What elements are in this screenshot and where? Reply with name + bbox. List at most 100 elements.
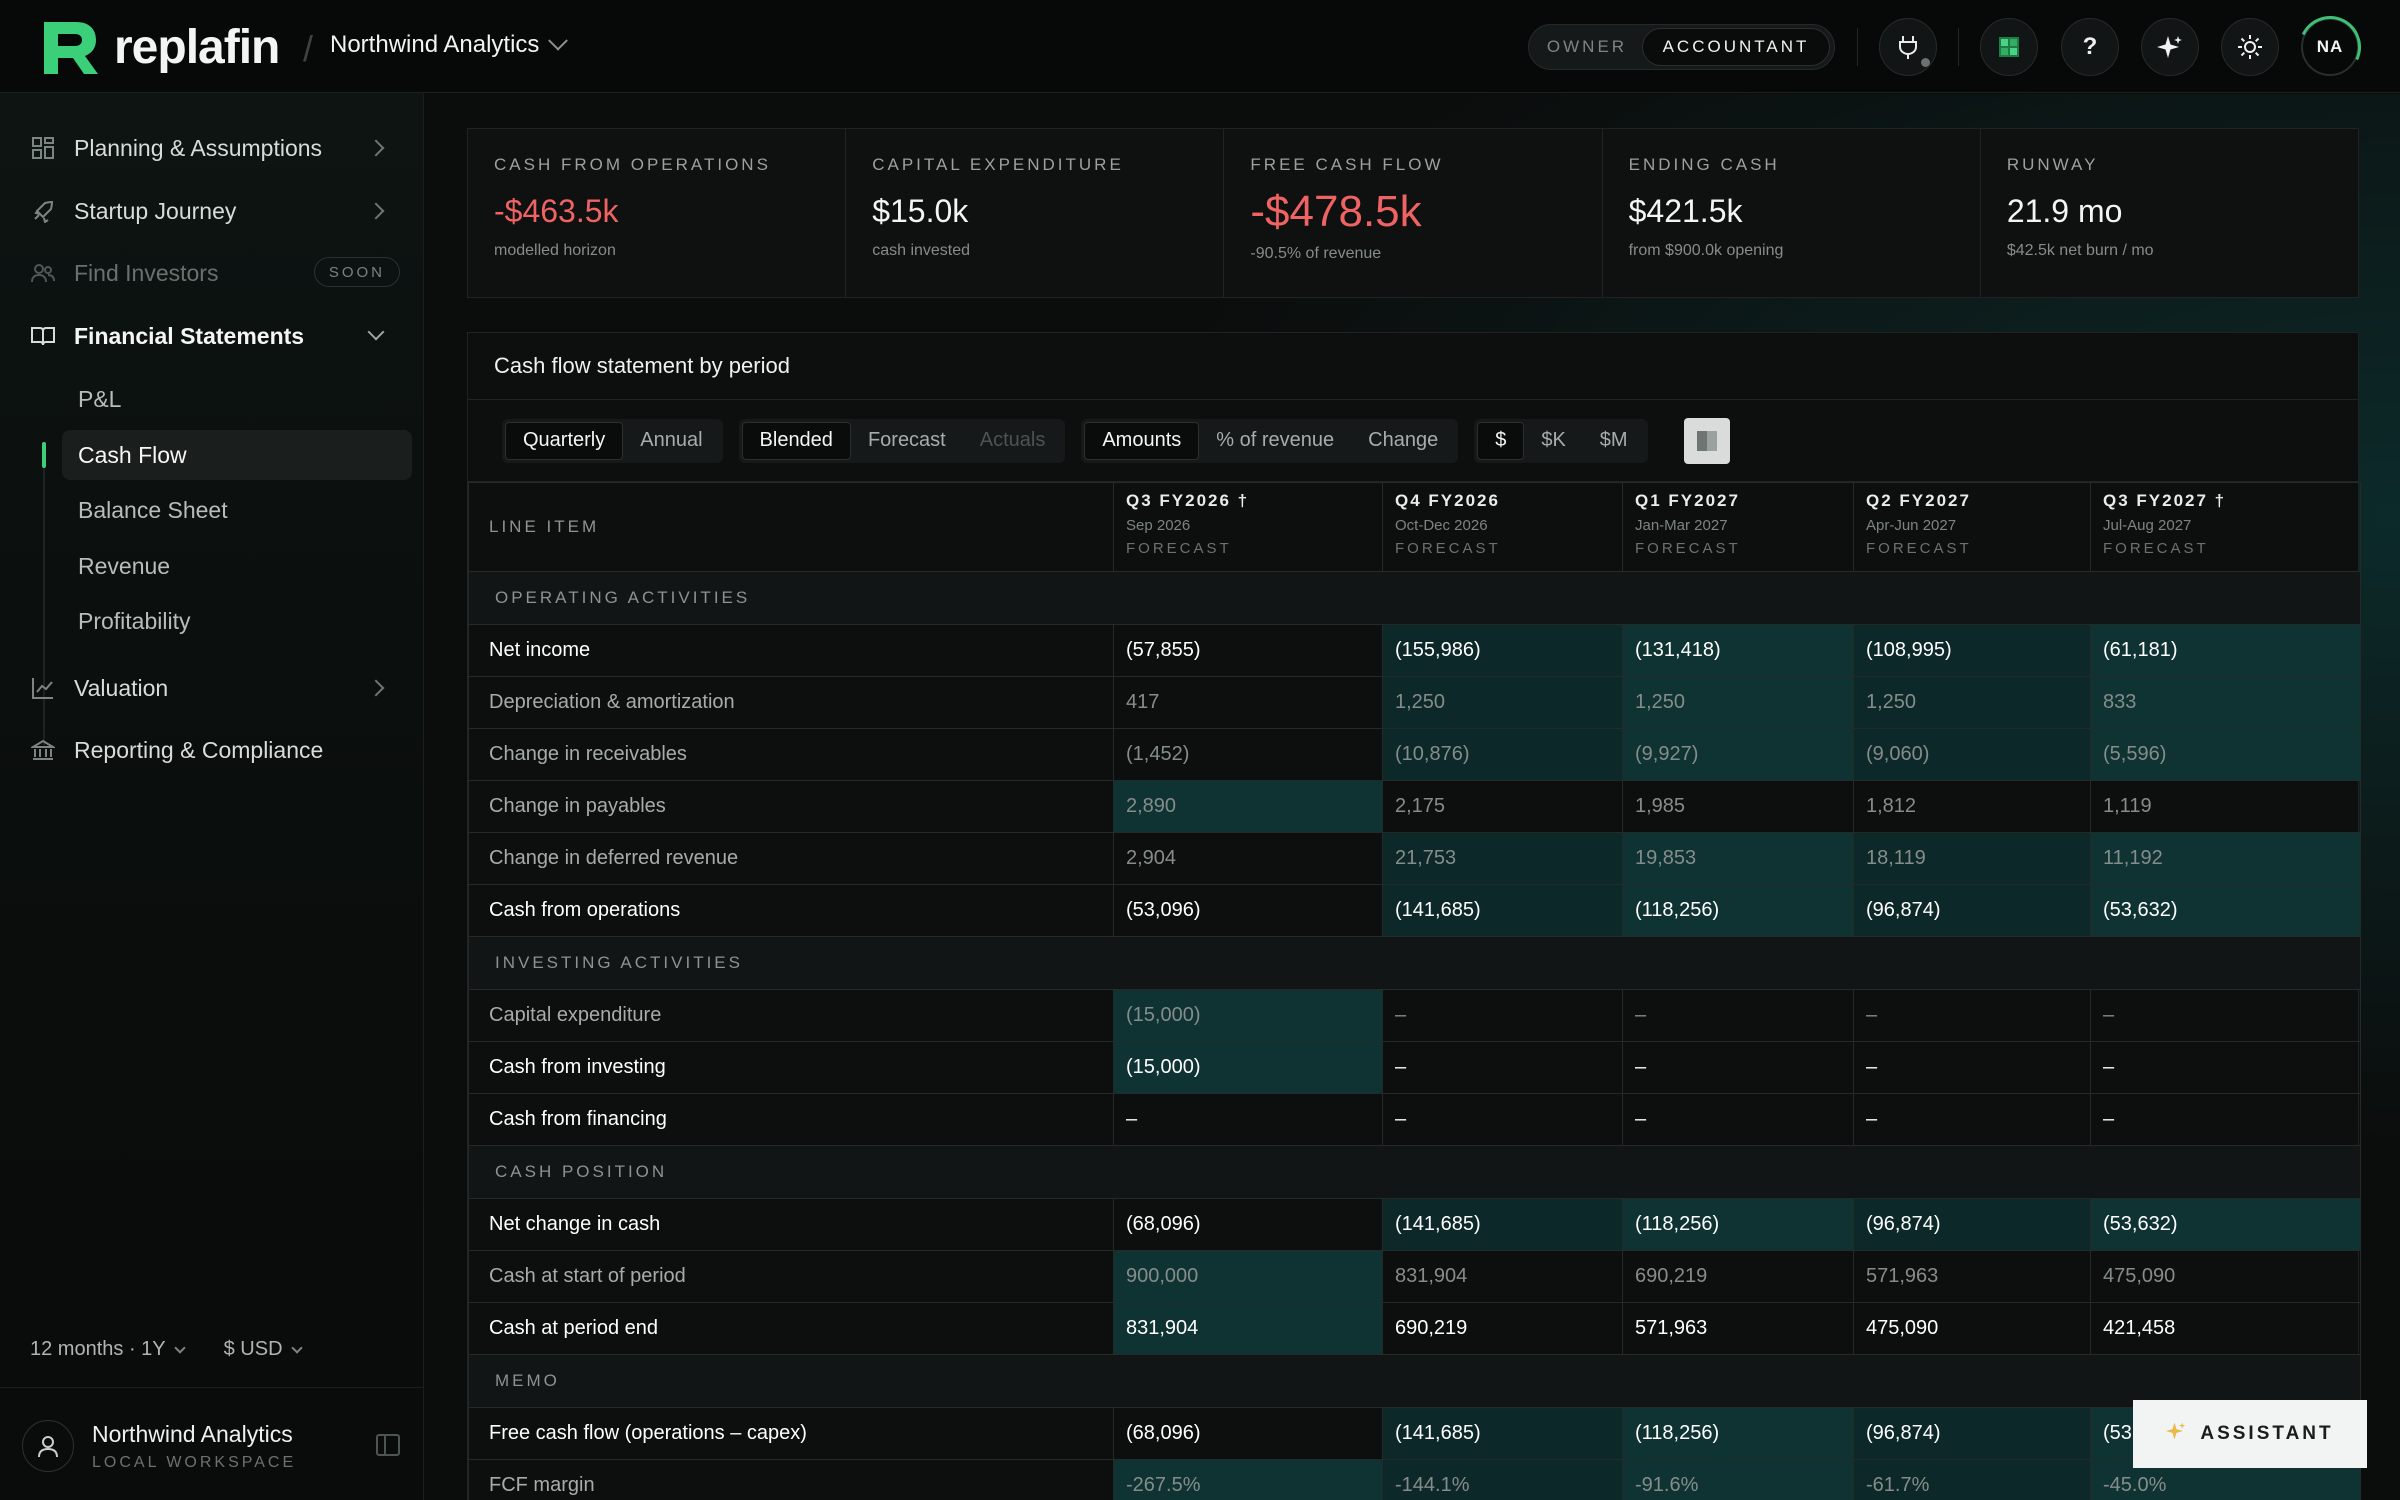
table-cell[interactable]: 1,812 — [1853, 780, 2091, 833]
table-cell[interactable]: 831,904 — [1382, 1250, 1623, 1303]
table-cell[interactable]: – — [2090, 1041, 2361, 1094]
view-percent-revenue[interactable]: % of revenue — [1216, 429, 1335, 451]
table-cell[interactable]: (108,995) — [1853, 624, 2091, 677]
table-row[interactable]: Change in deferred revenue 2,904 21,753 19,… — [468, 832, 2361, 885]
column-header-period[interactable]: Q3 FY2026 † Sep 2026 FORECAST — [1113, 482, 1383, 572]
sidebar-collapse-icon[interactable] — [376, 1434, 400, 1456]
table-cell[interactable]: -61.7% — [1853, 1459, 2091, 1500]
table-cell[interactable]: (118,256) — [1622, 1198, 1854, 1251]
subnav-cash-flow[interactable]: Cash Flow — [62, 430, 412, 480]
column-header-period[interactable]: Q2 FY2027 Apr-Jun 2027 FORECAST — [1853, 482, 2091, 572]
table-cell[interactable]: – — [2090, 989, 2361, 1042]
table-row[interactable]: Net income (57,855) (155,986) (131,418) (108… — [468, 624, 2361, 677]
nav-startup-journey[interactable]: Startup Journey — [28, 187, 400, 235]
table-row[interactable]: Cash from investing (15,000) – – – – — [468, 1041, 2361, 1094]
unit-millions[interactable]: $M — [1599, 429, 1628, 451]
assistant-button[interactable]: ASSISTANT — [2133, 1400, 2367, 1468]
table-cell[interactable]: 571,963 — [1622, 1302, 1854, 1355]
table-cell[interactable]: (141,685) — [1382, 884, 1623, 937]
table-cell[interactable]: -91.6% — [1622, 1459, 1854, 1500]
table-row[interactable]: Net change in cash (68,096) (141,685) (118,… — [468, 1198, 2361, 1251]
table-cell[interactable]: 1,250 — [1382, 676, 1623, 729]
table-cell[interactable]: (53,096) — [1113, 884, 1383, 937]
table-cell[interactable]: (96,874) — [1853, 1198, 2091, 1251]
table-row[interactable]: Cash from financing – – – – – — [468, 1093, 2361, 1146]
help-icon[interactable]: ? — [2061, 18, 2119, 76]
table-cell[interactable]: (53,632) — [2090, 1198, 2361, 1251]
org-switcher[interactable]: Northwind Analytics — [330, 30, 569, 59]
table-cell[interactable]: 2,175 — [1382, 780, 1623, 833]
table-cell[interactable]: – — [1382, 989, 1623, 1042]
table-cell[interactable]: 19,853 — [1622, 832, 1854, 885]
table-cell[interactable]: (96,874) — [1853, 1407, 2091, 1460]
table-cell[interactable]: 421,458 — [2090, 1302, 2361, 1355]
table-cell[interactable]: (57,855) — [1113, 624, 1383, 677]
role-owner-option[interactable]: OWNER — [1546, 37, 1628, 56]
table-cell[interactable]: – — [1113, 1093, 1383, 1146]
user-avatar[interactable]: NA — [2301, 18, 2359, 76]
column-header-period[interactable]: Q4 FY2026 Oct-Dec 2026 FORECAST — [1382, 482, 1623, 572]
table-cell[interactable]: (5,596) — [2090, 728, 2361, 781]
table-cell[interactable]: (9,927) — [1622, 728, 1854, 781]
table-cell[interactable]: 2,890 — [1113, 780, 1383, 833]
column-header-period[interactable]: Q1 FY2027 Jan-Mar 2027 FORECAST — [1622, 482, 1854, 572]
role-accountant-option[interactable]: ACCOUNTANT — [1642, 28, 1830, 66]
table-row[interactable]: Change in payables 2,890 2,175 1,985 1,812 1,… — [468, 780, 2361, 833]
table-cell[interactable]: (141,685) — [1382, 1407, 1623, 1460]
table-cell[interactable]: 900,000 — [1113, 1250, 1383, 1303]
nav-planning-assumptions[interactable]: Planning & Assumptions — [28, 124, 400, 172]
table-cell[interactable]: – — [1382, 1093, 1623, 1146]
table-cell[interactable]: (141,685) — [1382, 1198, 1623, 1251]
table-cell[interactable]: – — [1382, 1041, 1623, 1094]
table-cell[interactable]: (53,632) — [2090, 884, 2361, 937]
horizon-select[interactable]: 12 months · 1Y — [30, 1338, 186, 1361]
sun-icon[interactable] — [2221, 18, 2279, 76]
table-cell[interactable]: 475,090 — [2090, 1250, 2361, 1303]
table-cell[interactable]: – — [1853, 1093, 2091, 1146]
table-cell[interactable]: -267.5% — [1113, 1459, 1383, 1500]
table-cell[interactable]: 1,119 — [2090, 780, 2361, 833]
table-cell[interactable]: -144.1% — [1382, 1459, 1623, 1500]
table-cell[interactable]: (96,874) — [1853, 884, 2091, 937]
table-cell[interactable]: – — [2090, 1093, 2361, 1146]
table-cell[interactable]: 18,119 — [1853, 832, 2091, 885]
table-cell[interactable]: (118,256) — [1622, 1407, 1854, 1460]
workspace-card[interactable]: Northwind Analytics LOCAL WORKSPACE — [22, 1406, 406, 1486]
scenario-blended[interactable]: Blended — [741, 421, 851, 460]
period-annual[interactable]: Annual — [640, 429, 703, 451]
table-cell[interactable]: – — [1622, 1093, 1854, 1146]
subnav-profitability[interactable]: Profitability — [78, 607, 191, 634]
currency-select[interactable]: $ USD — [224, 1338, 303, 1361]
unit-dollars[interactable]: $ — [1477, 421, 1525, 460]
subnav-revenue[interactable]: Revenue — [78, 552, 171, 579]
table-cell[interactable]: 21,753 — [1382, 832, 1623, 885]
table-cell[interactable]: 690,219 — [1382, 1302, 1623, 1355]
nav-reporting-compliance[interactable]: Reporting & Compliance — [28, 726, 400, 774]
table-cell[interactable]: 11,192 — [2090, 832, 2361, 885]
unit-thousands[interactable]: $K — [1541, 429, 1566, 451]
table-cell[interactable]: (15,000) — [1113, 989, 1383, 1042]
table-row[interactable]: Capital expenditure (15,000) – – – – — [468, 989, 2361, 1042]
view-amounts[interactable]: Amounts — [1084, 421, 1200, 460]
sheet-icon[interactable] — [1980, 18, 2038, 76]
subnav-balance-sheet[interactable]: Balance Sheet — [78, 496, 228, 523]
table-cell[interactable]: – — [1622, 989, 1854, 1042]
period-quarterly[interactable]: Quarterly — [505, 421, 624, 460]
table-cell[interactable]: 475,090 — [1853, 1302, 2091, 1355]
table-row[interactable]: Depreciation & amortization 417 1,250 1,250… — [468, 676, 2361, 729]
table-cell[interactable]: 571,963 — [1853, 1250, 2091, 1303]
nav-financial-statements[interactable]: Financial Statements — [28, 312, 400, 360]
nav-valuation[interactable]: Valuation — [28, 664, 400, 712]
table-cell[interactable]: 1,250 — [1853, 676, 2091, 729]
table-cell[interactable]: (61,181) — [2090, 624, 2361, 677]
table-row[interactable]: Change in receivables (1,452) (10,876) (9,9… — [468, 728, 2361, 781]
column-header-period[interactable]: Q3 FY2027 † Jul-Aug 2027 FORECAST — [2090, 482, 2361, 572]
table-cell[interactable]: 833 — [2090, 676, 2361, 729]
table-cell[interactable]: – — [1853, 1041, 2091, 1094]
subnav-pnl[interactable]: P&L — [78, 385, 122, 412]
table-cell[interactable]: (118,256) — [1622, 884, 1854, 937]
table-cell[interactable]: 831,904 — [1113, 1302, 1383, 1355]
table-cell[interactable]: (9,060) — [1853, 728, 2091, 781]
table-cell[interactable]: 1,250 — [1622, 676, 1854, 729]
table-cell[interactable]: (68,096) — [1113, 1407, 1383, 1460]
